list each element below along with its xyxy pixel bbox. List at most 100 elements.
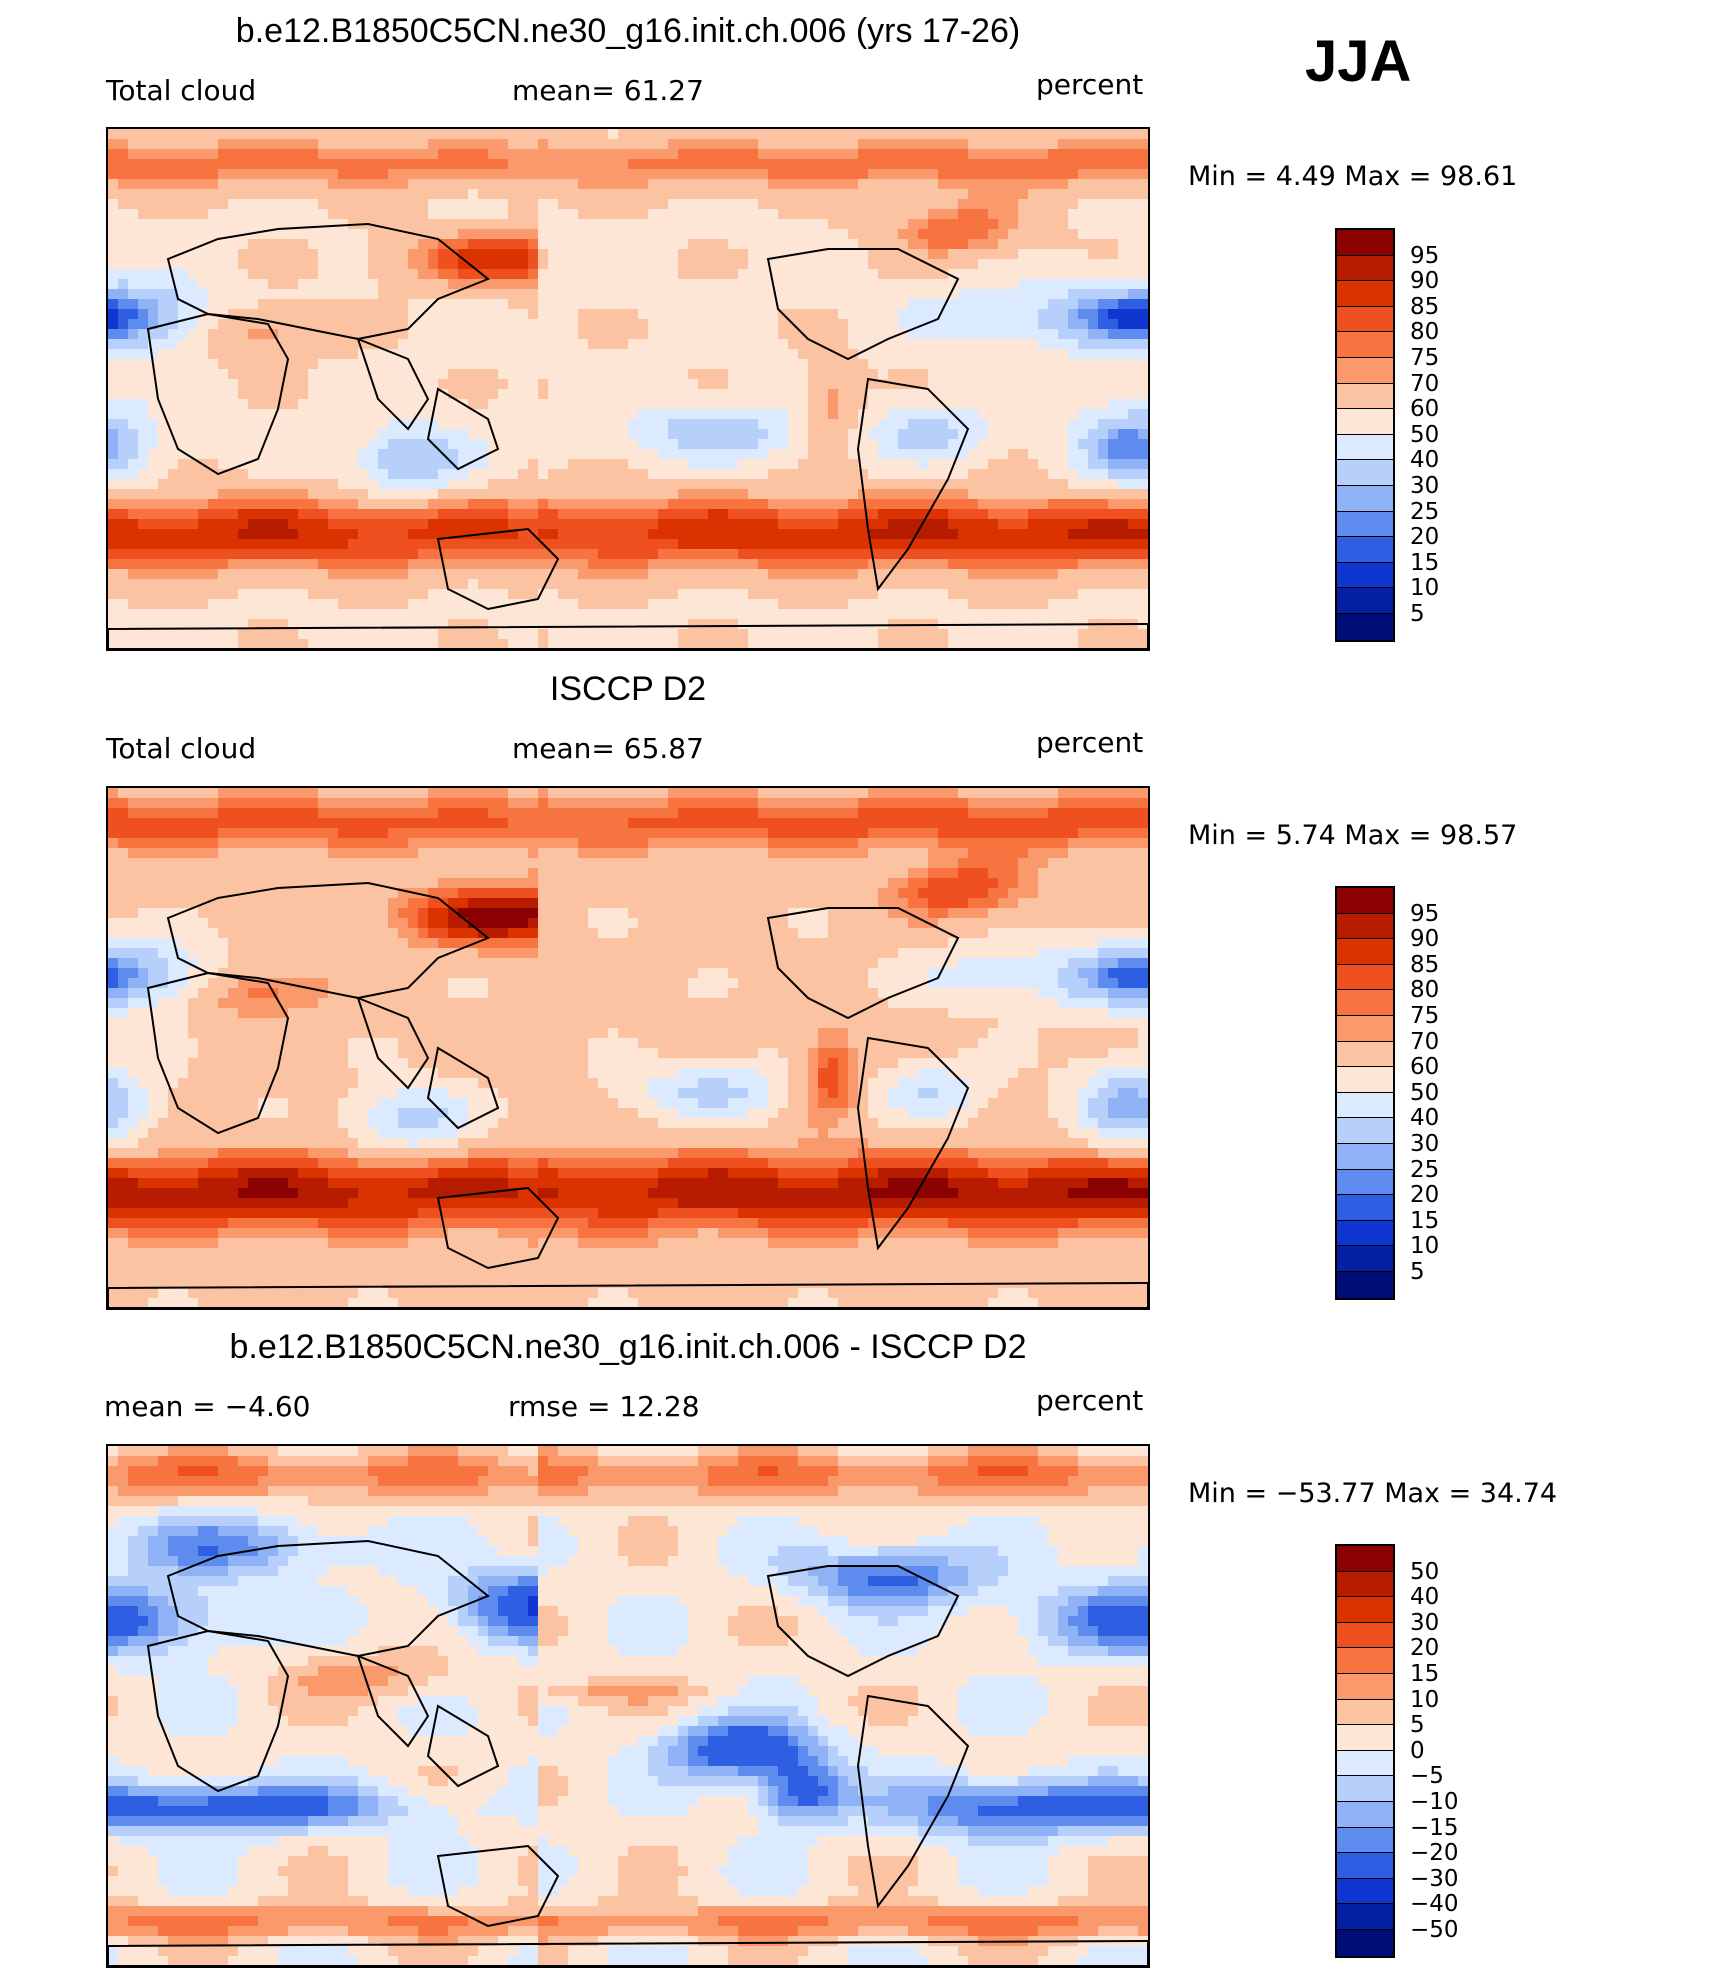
colorbar-swatch: [1337, 1571, 1393, 1598]
colorbar-swatch: [1337, 1776, 1393, 1802]
colorbar-tick-label: −50: [1410, 1917, 1459, 1943]
panel-2-colorbar: [1335, 886, 1395, 1300]
colorbar-tick-label: 30: [1410, 473, 1440, 499]
panel-3-title: b.e12.B1850C5CN.ne30_g16.init.ch.006 - I…: [229, 1328, 1027, 1366]
panel-2-variable-label: Total cloud: [106, 732, 257, 765]
colorbar-tick-label: 90: [1410, 268, 1440, 295]
colorbar-tick-label: 50: [1410, 1079, 1440, 1106]
colorbar-tick-label: 95: [1410, 900, 1440, 927]
panel-3-units-label: percent: [1036, 1384, 1144, 1417]
colorbar-tick-label: 75: [1410, 345, 1440, 371]
colorbar-swatch: [1337, 1220, 1393, 1247]
panel-3-map: [106, 1444, 1150, 1968]
colorbar-swatch: [1337, 281, 1393, 307]
colorbar-swatch: [1337, 1801, 1393, 1828]
panel-1-minmax: Min = 4.49 Max = 98.61: [1188, 161, 1518, 192]
colorbar-swatch: [1337, 990, 1393, 1016]
colorbar-tick-label: −10: [1410, 1789, 1459, 1815]
colorbar-tick-label: 80: [1410, 319, 1440, 346]
colorbar-tick-label: 95: [1410, 242, 1440, 269]
colorbar-tick-label: 0: [1410, 1737, 1425, 1764]
colorbar-tick-label: 60: [1410, 396, 1440, 423]
colorbar-swatch: [1337, 1622, 1393, 1649]
colorbar-swatch: [1337, 1878, 1393, 1905]
colorbar-swatch: [1337, 1143, 1393, 1170]
panel-1-title: b.e12.B1850C5CN.ne30_g16.init.ch.006 (yr…: [235, 12, 1021, 50]
colorbar-swatch: [1337, 1169, 1393, 1196]
panel-1-mean-label: mean= 61.27: [512, 74, 704, 107]
colorbar-tick-label: 50: [1410, 421, 1440, 448]
colorbar-swatch: [1337, 964, 1393, 991]
colorbar-tick-label: 50: [1410, 1558, 1440, 1585]
colorbar-swatch: [1337, 383, 1393, 410]
colorbar-tick-label: 75: [1410, 1003, 1440, 1029]
panel-2-map: [106, 786, 1150, 1310]
colorbar-swatch: [1337, 588, 1393, 614]
colorbar-swatch: [1337, 434, 1393, 461]
colorbar-swatch: [1337, 913, 1393, 940]
colorbar-swatch: [1337, 357, 1393, 384]
colorbar-tick-label: −20: [1410, 1840, 1459, 1867]
colorbar-tick-label: 20: [1410, 1635, 1440, 1662]
colorbar-swatch: [1337, 230, 1393, 256]
panel-1-variable-label: Total cloud: [106, 74, 257, 107]
colorbar-swatch: [1337, 1067, 1393, 1093]
colorbar-swatch: [1337, 485, 1393, 512]
colorbar-swatch: [1337, 1118, 1393, 1144]
colorbar-swatch: [1337, 1904, 1393, 1930]
panel-2-units-label: percent: [1036, 726, 1144, 759]
colorbar-tick-label: 60: [1410, 1054, 1440, 1081]
panel-3-contour-field: [108, 1446, 1148, 1966]
colorbar-swatch: [1337, 1853, 1393, 1879]
colorbar-swatch: [1337, 511, 1393, 538]
colorbar-swatch: [1337, 1929, 1393, 1956]
colorbar-swatch: [1337, 1041, 1393, 1068]
colorbar-swatch: [1337, 1597, 1393, 1623]
colorbar-tick-label: 10: [1410, 575, 1440, 602]
colorbar-tick-label: 40: [1410, 1105, 1440, 1132]
colorbar-swatch: [1337, 939, 1393, 965]
colorbar-swatch: [1337, 409, 1393, 435]
colorbar-tick-label: 5: [1410, 1712, 1425, 1739]
panel-2-minmax: Min = 5.74 Max = 98.57: [1188, 820, 1518, 851]
colorbar-swatch: [1337, 1699, 1393, 1726]
colorbar-tick-label: 15: [1410, 549, 1440, 576]
colorbar-tick-label: −5: [1410, 1763, 1444, 1790]
colorbar-swatch: [1337, 1725, 1393, 1751]
panel-3-colorbar: [1335, 1544, 1395, 1958]
colorbar-swatch: [1337, 888, 1393, 914]
panel-2-title: ISCCP D2: [549, 670, 707, 708]
panel-3-mean-label: mean = −4.60: [104, 1390, 311, 1423]
colorbar-swatch: [1337, 1648, 1393, 1674]
colorbar-swatch: [1337, 537, 1393, 563]
colorbar-swatch: [1337, 460, 1393, 486]
colorbar-swatch: [1337, 613, 1393, 640]
colorbar-tick-label: 25: [1410, 1156, 1440, 1183]
panel-1-units-label: percent: [1036, 68, 1144, 101]
panel-1-colorbar: [1335, 228, 1395, 642]
colorbar-tick-label: 30: [1410, 1131, 1440, 1157]
colorbar-tick-label: 30: [1410, 1609, 1440, 1636]
colorbar-tick-label: 90: [1410, 926, 1440, 953]
colorbar-swatch: [1337, 1827, 1393, 1854]
colorbar-tick-label: 25: [1410, 498, 1440, 525]
colorbar-tick-label: 20: [1410, 1182, 1440, 1209]
colorbar-tick-label: 85: [1410, 293, 1440, 320]
colorbar-tick-label: 85: [1410, 951, 1440, 978]
colorbar-swatch: [1337, 1750, 1393, 1777]
panel-1-map: [106, 127, 1150, 651]
colorbar-swatch: [1337, 1546, 1393, 1572]
colorbar-swatch: [1337, 1092, 1393, 1119]
colorbar-swatch: [1337, 306, 1393, 333]
colorbar-tick-label: 15: [1410, 1207, 1440, 1234]
season-label: JJA: [1305, 29, 1412, 94]
colorbar-tick-label: 70: [1410, 1028, 1440, 1055]
colorbar-swatch: [1337, 1246, 1393, 1272]
colorbar-tick-label: 10: [1410, 1686, 1440, 1713]
colorbar-tick-label: 5: [1410, 601, 1425, 627]
panel-3-minmax: Min = −53.77 Max = 34.74: [1188, 1478, 1558, 1509]
panel-2-contour-field: [108, 788, 1148, 1308]
colorbar-tick-label: 5: [1410, 1259, 1425, 1285]
colorbar-tick-label: 70: [1410, 370, 1440, 397]
colorbar-tick-label: 40: [1410, 447, 1440, 474]
